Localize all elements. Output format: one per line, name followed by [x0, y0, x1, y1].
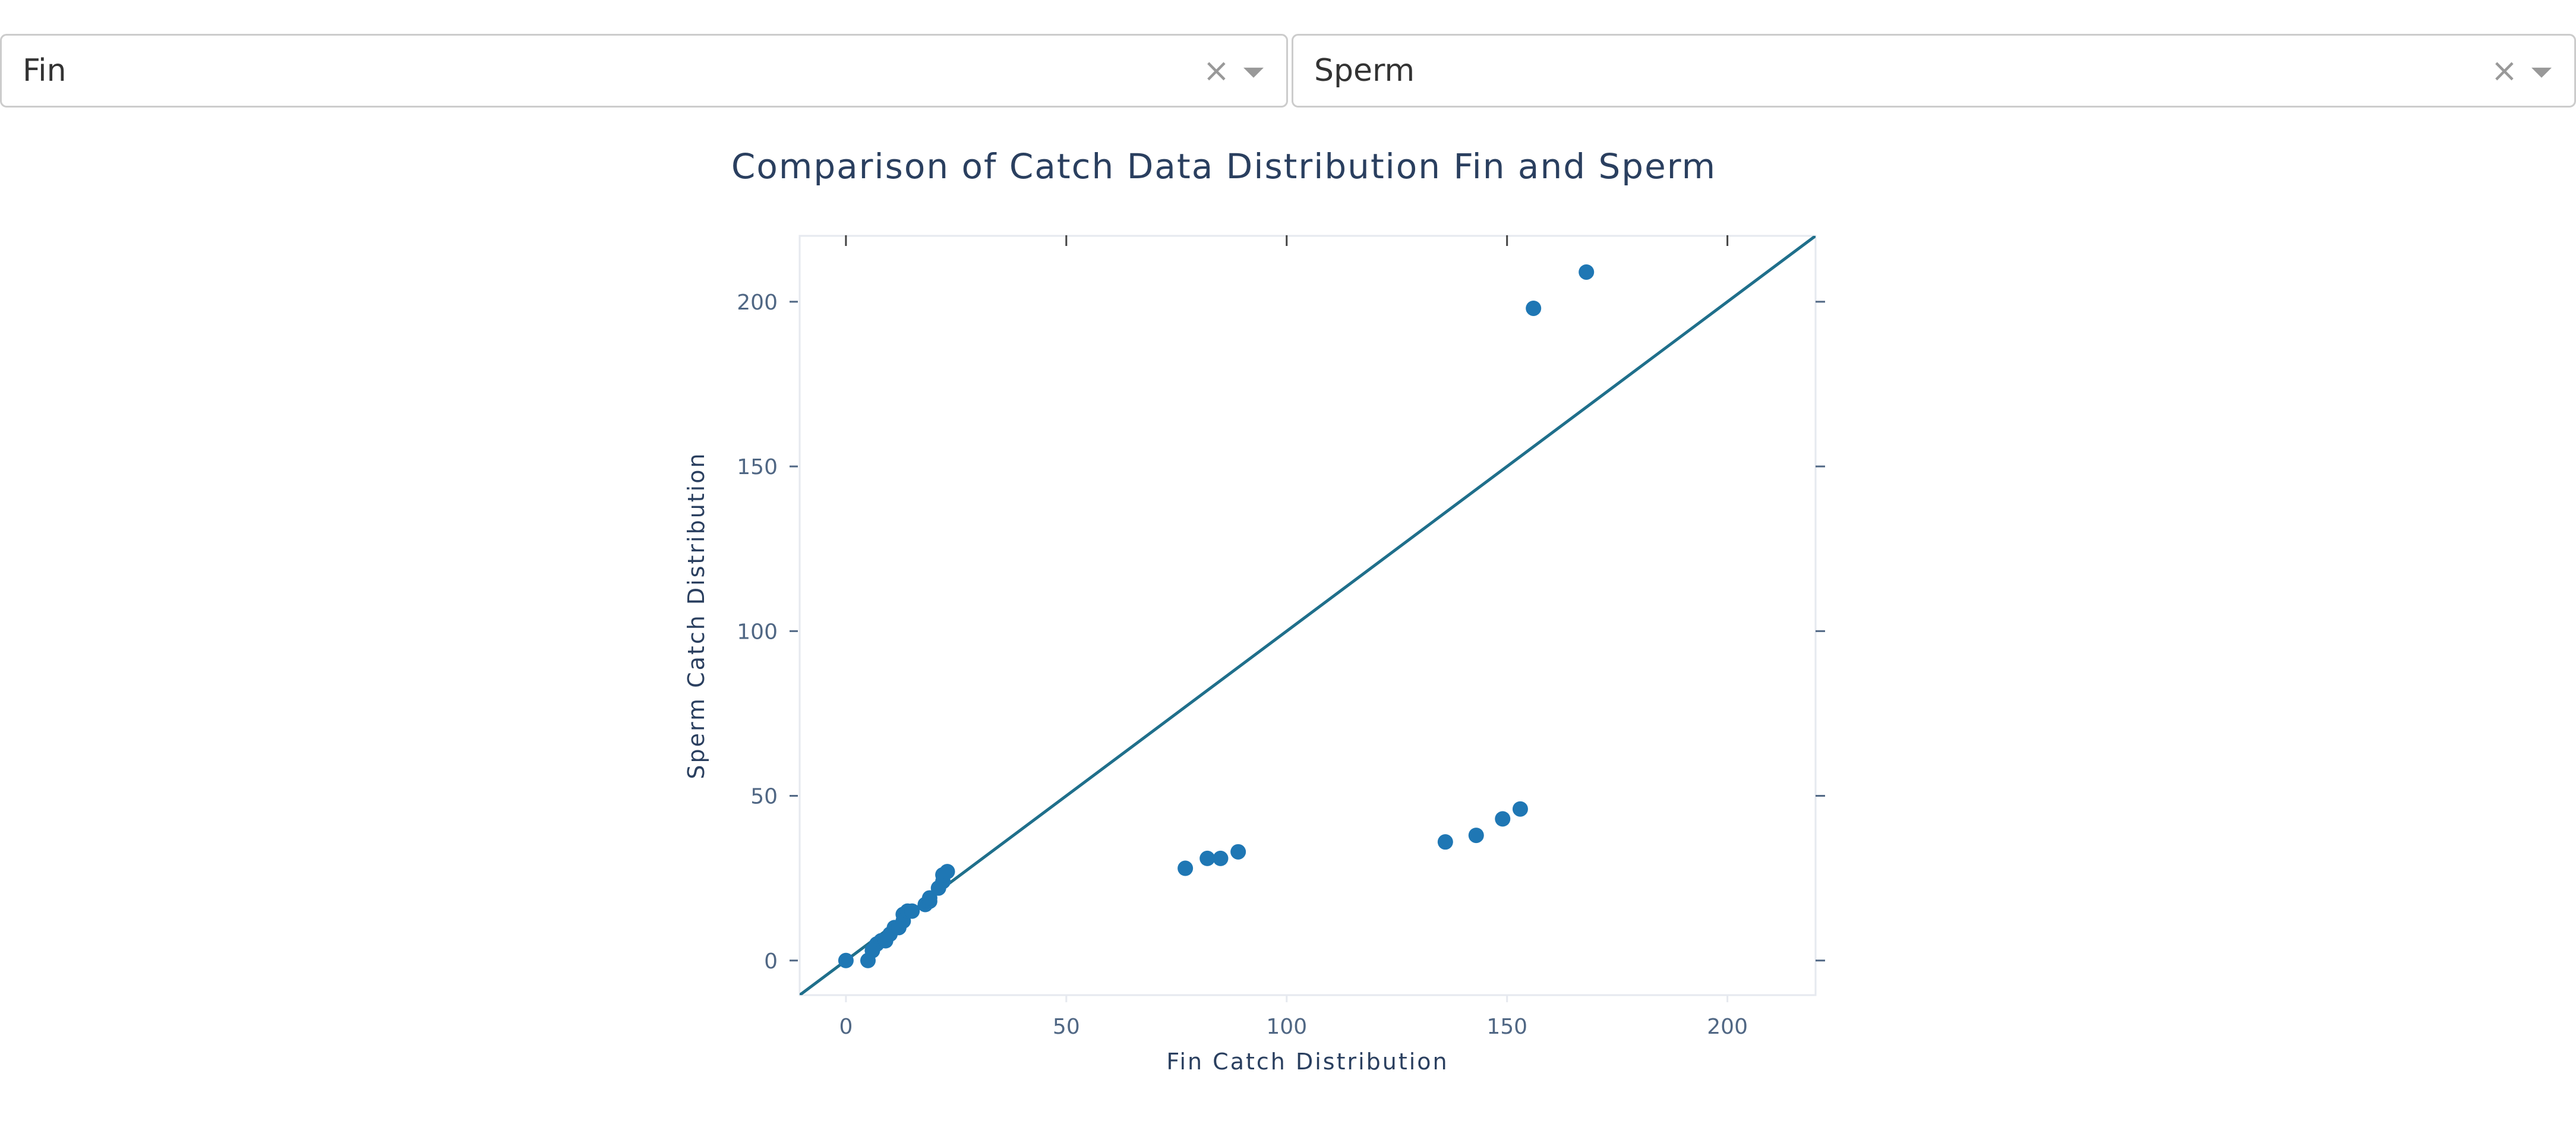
- left-chevron-down-icon[interactable]: [1243, 67, 1264, 78]
- right-chevron-down-icon[interactable]: [2531, 67, 2552, 78]
- scatter-point: [1213, 850, 1229, 866]
- x-tick-label: 50: [1053, 1015, 1080, 1039]
- x-tick-label: 0: [839, 1015, 853, 1039]
- y-tick-label: 100: [737, 620, 778, 644]
- left-clear-icon[interactable]: ×: [1202, 52, 1230, 89]
- x-tick-label: 150: [1486, 1015, 1527, 1039]
- y-tick-label: 50: [750, 785, 778, 809]
- reference-line: [800, 236, 1816, 995]
- left-dropdown-value: Fin: [23, 53, 67, 89]
- scatter-point: [1199, 850, 1216, 866]
- data-points: [838, 264, 1595, 968]
- scatter-point: [1230, 844, 1246, 860]
- scatter-point: [838, 952, 854, 968]
- scatter-point: [1512, 801, 1528, 817]
- left-species-dropdown[interactable]: Fin ×: [0, 34, 1288, 108]
- scatter-point: [1495, 811, 1511, 827]
- chart-title: Comparison of Catch Data Distribution Fi…: [731, 146, 1716, 187]
- y-axis-ticks: 0 50 100 150 200: [737, 291, 1825, 974]
- y-tick-label: 200: [737, 291, 778, 315]
- right-dropdown-value: Sperm: [1314, 53, 1415, 89]
- scatter-point: [1526, 300, 1542, 316]
- x-tick-label: 100: [1266, 1015, 1307, 1039]
- right-clear-icon[interactable]: ×: [2490, 52, 2518, 89]
- y-tick-label: 0: [764, 949, 778, 974]
- right-species-dropdown[interactable]: Sperm ×: [1292, 34, 2576, 108]
- scatter-point: [1177, 860, 1194, 876]
- scatter-point: [1468, 828, 1484, 844]
- y-axis-title: Sperm Catch Distribution: [683, 452, 709, 779]
- scatter-point: [921, 890, 937, 906]
- scatter-point: [1579, 264, 1595, 280]
- y-tick-label: 150: [737, 455, 778, 479]
- x-axis-ticks: 0 50 100 150 200: [839, 235, 1748, 1039]
- scatter-point: [1437, 834, 1453, 850]
- scatter-point: [939, 864, 955, 880]
- scatter-point: [904, 903, 920, 919]
- x-axis-title: Fin Catch Distribution: [1166, 1049, 1448, 1075]
- x-tick-label: 200: [1707, 1015, 1748, 1039]
